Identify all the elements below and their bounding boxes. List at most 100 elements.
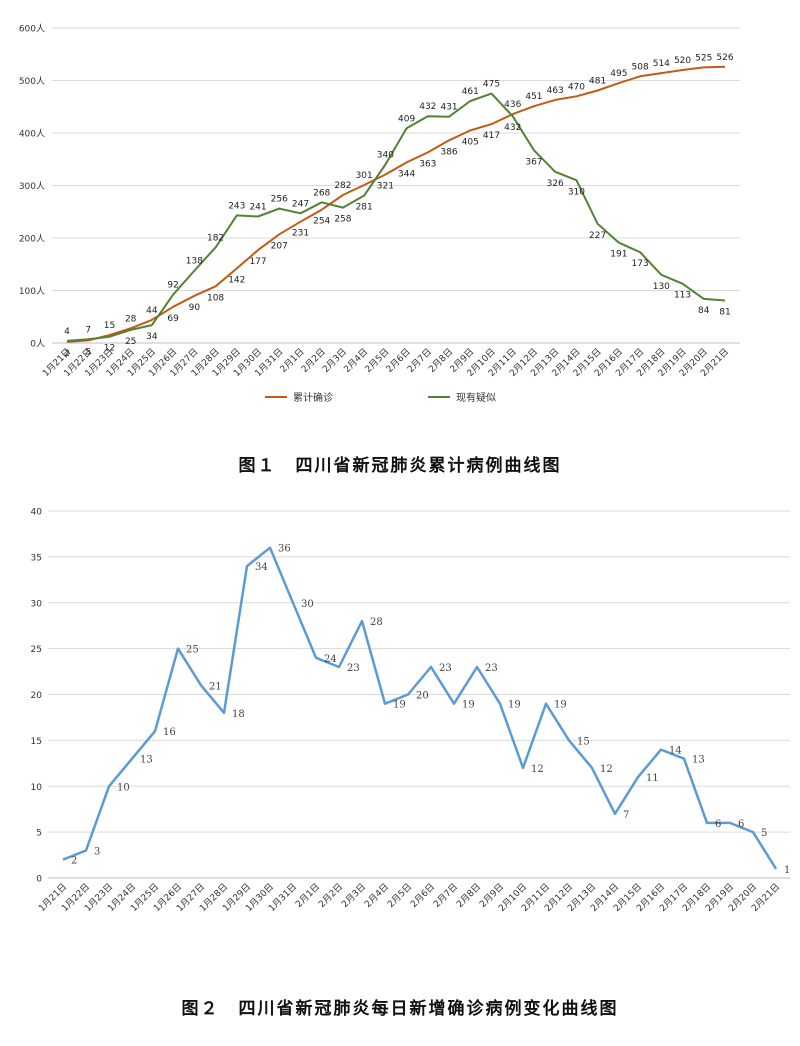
x-tick-label: 2月2日: [317, 881, 346, 910]
data-label: 90: [189, 303, 201, 313]
data-label: 177: [249, 257, 266, 267]
data-label: 405: [462, 137, 479, 147]
y-tick-label: 25: [31, 645, 42, 655]
series-line: [66, 92, 726, 342]
data-label: 3: [94, 846, 100, 857]
legend-label: 现有疑似: [456, 391, 496, 404]
data-label: 84: [698, 306, 710, 316]
data-label: 7: [623, 810, 629, 821]
data-label: 21: [209, 681, 222, 692]
data-label: 34: [146, 332, 158, 342]
data-label: 7: [85, 325, 91, 335]
data-label: 23: [485, 663, 498, 674]
data-label: 451: [525, 92, 542, 102]
data-label: 173: [632, 259, 649, 269]
data-label: 525: [695, 53, 712, 63]
data-label: 367: [525, 157, 542, 167]
data-label: 5: [85, 347, 91, 357]
data-label: 207: [271, 241, 288, 251]
y-tick-label: 300人: [19, 181, 45, 192]
data-label: 256: [271, 195, 288, 205]
data-label: 10: [117, 782, 130, 793]
y-tick-label: 5: [36, 829, 42, 839]
data-label: 14: [669, 746, 682, 757]
data-label: 436: [504, 100, 521, 110]
data-label: 2: [71, 856, 77, 867]
data-label: 25: [125, 337, 136, 347]
data-label: 470: [568, 82, 585, 92]
data-label: 138: [186, 257, 203, 267]
data-label: 113: [674, 291, 691, 301]
data-label: 344: [398, 169, 415, 179]
x-tick-label: 2月7日: [432, 881, 461, 910]
y-tick-label: 500人: [19, 76, 45, 87]
data-label: 495: [610, 69, 627, 79]
data-label: 182: [207, 233, 224, 243]
data-label: 301: [356, 171, 373, 181]
series-line: [62, 546, 778, 870]
data-label: 508: [632, 62, 649, 72]
data-label: 409: [398, 114, 415, 124]
data-label: 431: [440, 103, 457, 113]
data-label: 5: [761, 828, 767, 839]
y-tick-label: 15: [31, 737, 42, 747]
data-label: 432: [419, 102, 436, 112]
data-label: 28: [125, 314, 137, 324]
data-label: 28: [370, 617, 383, 628]
data-label: 24: [324, 654, 337, 665]
data-label: 15: [104, 321, 115, 331]
data-label: 25: [186, 645, 199, 656]
y-tick-label: 10: [31, 783, 43, 793]
data-label: 326: [547, 179, 564, 189]
y-tick-label: 100人: [19, 286, 45, 297]
daily-new-cases-chart: 05101520253035401月21日1月22日1月23日1月24日1月25…: [31, 508, 791, 915]
x-tick-label: 2月3日: [340, 881, 369, 910]
data-label: 231: [292, 229, 309, 239]
data-label: 108: [207, 293, 224, 303]
data-label: 15: [577, 736, 590, 747]
data-label: 191: [610, 250, 627, 260]
data-label: 340: [377, 151, 394, 161]
data-label: 16: [163, 727, 176, 738]
data-label: 19: [554, 700, 567, 711]
data-label: 310: [568, 187, 585, 197]
figure-1-caption: 图１ 四川省新冠肺炎累计病例曲线图: [238, 456, 562, 476]
x-tick-label: 2月4日: [363, 881, 392, 910]
data-label: 30: [301, 599, 314, 610]
data-label: 12: [600, 764, 613, 775]
data-label: 12: [104, 344, 115, 354]
data-label: 12: [531, 764, 544, 775]
data-label: 282: [334, 181, 351, 191]
y-tick-label: 30: [31, 599, 43, 609]
data-label: 92: [167, 281, 178, 291]
data-label: 321: [377, 181, 394, 191]
data-label: 363: [419, 159, 436, 169]
data-label: 247: [292, 199, 309, 209]
x-tick-label: 2月8日: [455, 881, 484, 910]
y-tick-label: 0: [36, 875, 42, 885]
data-label: 227: [589, 231, 606, 241]
data-label: 254: [313, 217, 330, 227]
y-tick-label: 600人: [19, 24, 45, 35]
y-tick-label: 35: [31, 553, 42, 563]
data-label: 18: [232, 709, 245, 720]
x-tick-label: 2月1日: [294, 881, 323, 910]
data-label: 23: [347, 663, 360, 674]
data-label: 386: [440, 147, 457, 157]
data-label: 34: [255, 562, 268, 573]
data-label: 19: [393, 700, 406, 711]
y-tick-label: 0人: [30, 339, 45, 350]
data-label: 81: [719, 307, 730, 317]
data-label: 258: [334, 215, 351, 225]
data-label: 11: [646, 773, 659, 784]
data-label: 268: [313, 188, 330, 198]
data-label: 2: [64, 349, 70, 359]
data-label: 19: [462, 700, 475, 711]
x-tick-label: 2月6日: [409, 881, 438, 910]
y-tick-label: 20: [31, 691, 43, 701]
data-label: 281: [356, 202, 373, 212]
data-label: 417: [483, 131, 500, 141]
y-tick-label: 400人: [19, 129, 45, 140]
data-label: 241: [249, 202, 266, 212]
data-label: 520: [674, 56, 691, 66]
